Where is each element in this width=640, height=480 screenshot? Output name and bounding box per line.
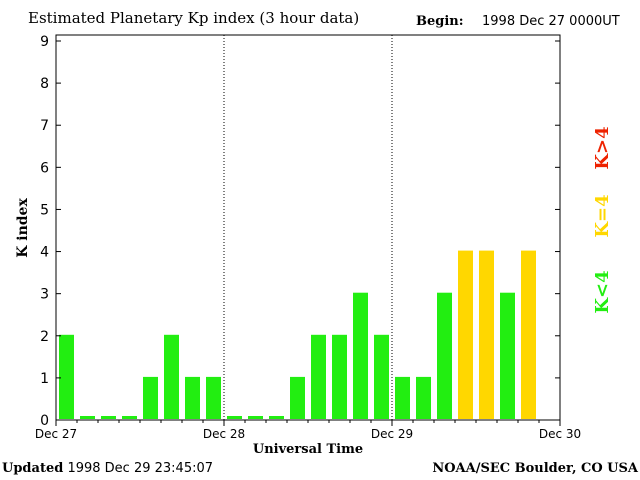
kp-bar xyxy=(122,416,137,419)
y-axis-label: K index xyxy=(15,198,31,258)
y-tick-label: 9 xyxy=(40,34,49,50)
kp-bar xyxy=(437,292,452,419)
kp-bar xyxy=(479,250,494,419)
x-axis-label: Universal Time xyxy=(253,442,363,457)
kp-bar xyxy=(101,416,116,419)
kp-bar xyxy=(143,376,158,419)
begin-value: 1998 Dec 27 0000UT xyxy=(482,14,620,29)
bars-group xyxy=(59,250,536,419)
kp-bar xyxy=(269,416,284,419)
legend-k-equal-4: K=4 xyxy=(592,194,613,237)
updated-footer: Updated 1998 Dec 29 23:45:07 xyxy=(2,461,213,476)
y-tick-label: 4 xyxy=(40,245,49,261)
y-axis: 0 1 2 3 4 5 6 7 8 9 xyxy=(40,34,560,429)
source-footer: NOAA/SEC Boulder, CO USA xyxy=(432,461,638,476)
updated-label: Updated xyxy=(2,461,64,476)
x-tick-label: Dec 28 xyxy=(203,427,245,441)
y-tick-label: 2 xyxy=(40,329,49,345)
x-tick-label: Dec 27 xyxy=(35,427,77,441)
kp-bar xyxy=(248,416,263,419)
legend-k-less-4: K<4 xyxy=(592,270,613,313)
kp-bar xyxy=(395,376,410,419)
legend-k-greater-4: K>4 xyxy=(592,126,613,169)
chart-title: Estimated Planetary Kp index (3 hour dat… xyxy=(28,9,360,27)
kp-bar xyxy=(332,334,347,419)
kp-bar xyxy=(416,376,431,419)
begin-label: Begin: xyxy=(416,14,464,29)
day-separators xyxy=(223,35,393,420)
x-tick-label: Dec 30 xyxy=(539,427,581,441)
kp-bar xyxy=(521,250,536,419)
kp-bar xyxy=(311,334,326,419)
x-tick-label: Dec 29 xyxy=(371,427,413,441)
y-tick-label: 8 xyxy=(40,76,49,92)
x-axis: Dec 27 Dec 28 Dec 29 Dec 30 xyxy=(35,420,581,441)
kp-bar xyxy=(185,376,200,419)
y-tick-label: 0 xyxy=(40,413,49,429)
y-tick-label: 5 xyxy=(40,202,49,218)
kp-bar xyxy=(227,416,242,419)
kp-bar xyxy=(458,250,473,419)
kp-bar xyxy=(290,376,305,419)
kp-bar xyxy=(353,292,368,419)
y-tick-label: 6 xyxy=(40,160,49,176)
kp-bar xyxy=(206,376,221,419)
kp-bar xyxy=(164,334,179,419)
y-tick-label: 7 xyxy=(40,118,49,134)
kp-bar xyxy=(80,416,95,419)
y-tick-label: 3 xyxy=(40,287,49,303)
kp-bar xyxy=(500,292,515,419)
updated-value: 1998 Dec 29 23:45:07 xyxy=(67,461,214,476)
kp-bar xyxy=(374,334,389,419)
y-tick-label: 1 xyxy=(40,371,49,387)
kp-bar xyxy=(59,334,74,419)
